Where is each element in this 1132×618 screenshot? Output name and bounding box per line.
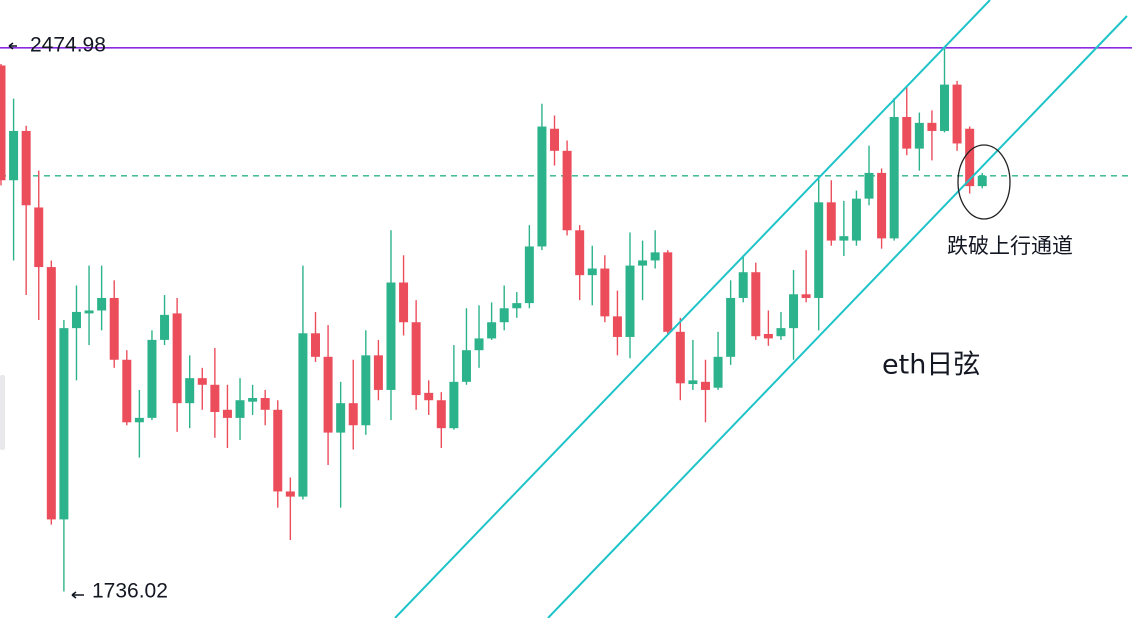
candle-body [675, 331, 685, 384]
candle-body [940, 84, 949, 131]
side-handle [0, 375, 5, 450]
candle-body [902, 116, 912, 149]
high-marker-label: 2474.98 [30, 34, 106, 57]
candle-body [235, 400, 245, 418]
candle-body [399, 282, 409, 323]
candle-body [361, 355, 371, 426]
candle-body [222, 409, 232, 418]
candle-body [952, 84, 962, 144]
candle-body [562, 150, 572, 231]
candle-body [298, 333, 308, 497]
candle-body [839, 236, 849, 241]
candle-body [449, 381, 459, 429]
candle-body [612, 316, 622, 337]
candle-body [600, 268, 610, 317]
candle-body [386, 282, 396, 390]
candle-body [373, 355, 383, 390]
candle-body [550, 128, 560, 151]
candle-body [97, 297, 107, 311]
candle-body [914, 122, 924, 149]
annotation: 跌破上行通道 [947, 234, 1073, 258]
candle-body [210, 384, 220, 412]
candle-body [21, 130, 31, 206]
candle-body [285, 491, 295, 497]
candle-body [575, 230, 585, 276]
candle-body [738, 272, 748, 298]
candle-body [311, 333, 320, 357]
candle-body [185, 378, 195, 404]
candle-body [411, 322, 421, 396]
candle-body [927, 122, 937, 131]
candle-body [688, 380, 698, 385]
candle-body [34, 207, 44, 268]
candle-body [889, 116, 899, 239]
candle-body [751, 272, 761, 337]
candle-body [977, 175, 987, 187]
candle-body [273, 409, 283, 492]
marker-arrow [8, 42, 17, 50]
candle-body [713, 356, 723, 388]
candle-body [260, 398, 270, 410]
candle-body [84, 310, 94, 314]
candle-body [46, 267, 56, 520]
candle-body [638, 260, 648, 266]
candle-body [323, 356, 333, 433]
candle-body [336, 403, 346, 433]
candle-body [424, 392, 434, 401]
candle-body [9, 130, 19, 181]
candle-body [965, 128, 975, 187]
candle-body [864, 172, 874, 199]
candle-body [160, 314, 170, 340]
candle-body [587, 268, 597, 276]
candle-body [487, 322, 497, 339]
candle-body [512, 303, 522, 309]
candle-body [147, 339, 157, 418]
candle-body [814, 202, 824, 298]
candle-body [348, 403, 358, 426]
highlight-ellipse [957, 144, 1011, 220]
candle-body [436, 400, 446, 429]
channel-lower [547, 15, 1128, 618]
candle-body [122, 359, 132, 423]
candle-body [663, 252, 673, 332]
candle-body [537, 126, 547, 247]
candle-body [0, 65, 6, 181]
candle-body [172, 313, 182, 404]
candle-body [499, 308, 509, 323]
candle-body [248, 398, 258, 402]
candle-body [763, 334, 773, 339]
channel-upper [394, 0, 991, 618]
candle-body [109, 297, 119, 360]
low-marker-label: 1736.02 [92, 580, 168, 603]
candle-body [801, 294, 811, 298]
candle-body [625, 265, 635, 337]
candle-body [461, 350, 471, 382]
candle-body [826, 202, 836, 241]
candle-body [726, 297, 736, 357]
candle-body [59, 328, 69, 520]
candle-body [134, 417, 144, 423]
candle-body [789, 294, 799, 329]
candle-body [851, 198, 861, 241]
candle-body [197, 378, 207, 385]
annotation: eth日弦 [882, 350, 980, 381]
candle-body [776, 328, 786, 337]
marker-arrow [71, 591, 84, 599]
candle-body [650, 252, 660, 261]
candle-body [524, 246, 534, 304]
candle-body [700, 381, 710, 390]
candle-body [877, 172, 887, 239]
candle-body [71, 311, 81, 329]
candle-body [474, 338, 484, 351]
